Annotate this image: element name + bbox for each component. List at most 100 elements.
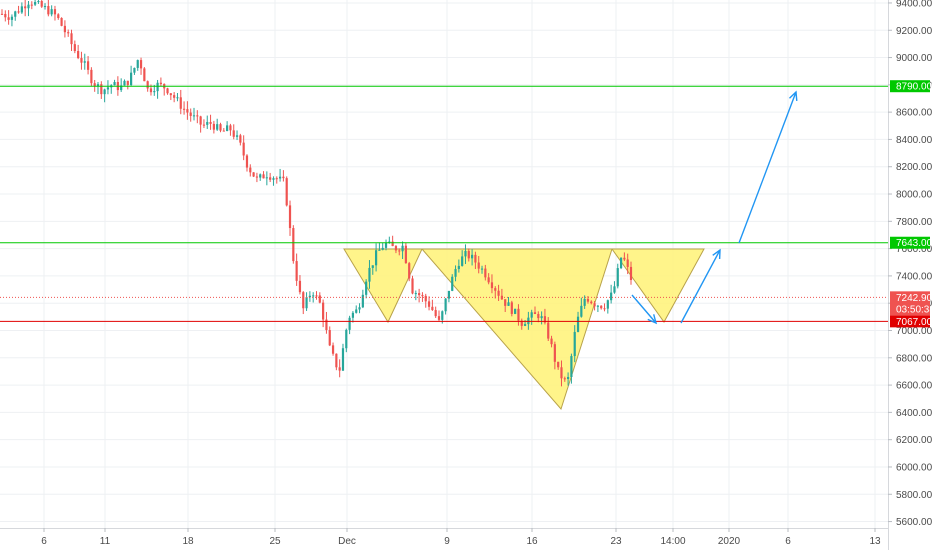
candle-body (209, 121, 212, 124)
arrow-pullback-head (647, 314, 658, 325)
candle-body (262, 174, 265, 179)
time-tick-label: 23 (610, 536, 622, 547)
candle-body (123, 80, 126, 86)
candle-body (464, 250, 467, 257)
candle-body (278, 176, 282, 179)
candle-body (73, 44, 76, 52)
candle-body (391, 241, 394, 247)
candle-body (447, 290, 451, 299)
candle-body (358, 307, 361, 310)
candle-body (37, 1, 40, 3)
candle-body (603, 308, 606, 310)
price-tick-label: 6600.00 (896, 381, 932, 392)
candle-body (537, 313, 540, 319)
candle-body (470, 254, 474, 259)
candle-body (626, 259, 629, 267)
candle-body (573, 331, 576, 357)
candle-body (514, 308, 517, 314)
candle-body (504, 299, 507, 306)
candle-body (543, 316, 547, 323)
candle-body (189, 112, 192, 116)
level-price-badge-text: 8790.00 (896, 82, 932, 93)
candle-body (146, 81, 149, 89)
candle-body (96, 84, 100, 87)
candle-body (229, 125, 232, 131)
candle-body (202, 124, 206, 126)
price-tick-label: 7400.00 (896, 271, 932, 282)
time-tick-label: 14:00 (660, 536, 685, 547)
candle-body (365, 281, 368, 295)
candle-body (100, 84, 103, 95)
candle-body (563, 378, 566, 380)
time-tick-label: 25 (269, 536, 281, 547)
candle-body (86, 61, 90, 70)
candle-body (454, 269, 457, 277)
pattern-triangle (611, 248, 705, 323)
time-axis-background (0, 528, 888, 550)
candle-body (288, 205, 292, 229)
price-tick-label: 6400.00 (896, 408, 932, 419)
candle-body (259, 174, 262, 178)
candle-body (424, 295, 427, 302)
chart-grid (0, 0, 888, 528)
candle-body (192, 115, 196, 117)
candle-body (401, 245, 404, 252)
candle-body (474, 254, 477, 263)
price-tick-label: 8000.00 (896, 190, 932, 201)
candle-body (484, 268, 487, 278)
time-tick-label: 6 (41, 536, 47, 547)
candlestick-series (0, 0, 633, 387)
time-tick-label: 9 (444, 536, 450, 547)
candle-body (494, 288, 497, 291)
candle-body (341, 348, 345, 371)
candle-body (606, 300, 609, 309)
price-tick-label: 7000.00 (896, 326, 932, 337)
candle-body (553, 344, 556, 362)
candle-body (629, 266, 633, 281)
arrow-breakout (680, 249, 721, 324)
candle-body (308, 295, 311, 298)
candle-body (374, 250, 378, 266)
candle-body (510, 302, 513, 314)
candle-body (113, 82, 116, 86)
candle-body (596, 305, 599, 307)
candle-body (345, 329, 348, 349)
candle-body (398, 250, 401, 252)
candle-body (610, 292, 613, 301)
candle-body (570, 356, 573, 377)
level-price-badge-text: 7067.00 (896, 317, 932, 328)
candle-body (106, 87, 110, 90)
candle-body (83, 61, 86, 63)
candle-body (434, 310, 437, 317)
price-axis[interactable]: 9400.009200.009000.008800.008600.008400.… (888, 0, 932, 550)
candle-body (179, 97, 182, 109)
candle-body (414, 293, 417, 295)
candle-body (550, 338, 553, 345)
candle-body (457, 265, 460, 270)
candle-body (67, 32, 70, 34)
candle-body (593, 303, 596, 307)
candle-body (408, 263, 411, 279)
time-tick-label: 11 (100, 536, 111, 547)
price-tick-label: 8200.00 (896, 162, 932, 173)
time-axis[interactable]: 6 11 18 25 Dec 9 16 23 14:00 2020 6 13 (0, 528, 888, 550)
candle-body (63, 25, 66, 33)
candle-body (437, 316, 441, 320)
price-tick-label: 9200.00 (896, 26, 932, 37)
price-tick-label: 8400.00 (896, 135, 932, 146)
candle-body (40, 1, 43, 7)
candle-body (523, 324, 527, 326)
time-tick-label: 16 (526, 536, 538, 547)
candle-body (133, 67, 136, 73)
candle-body (173, 95, 176, 98)
candle-body (47, 6, 50, 15)
candle-body (404, 245, 407, 264)
candle-body (441, 311, 444, 320)
candle-body (368, 267, 371, 282)
candle-body (156, 82, 159, 92)
candle-body (600, 305, 603, 309)
candle-body (269, 177, 272, 180)
candle-body (232, 130, 235, 137)
candle-body (34, 2, 37, 5)
